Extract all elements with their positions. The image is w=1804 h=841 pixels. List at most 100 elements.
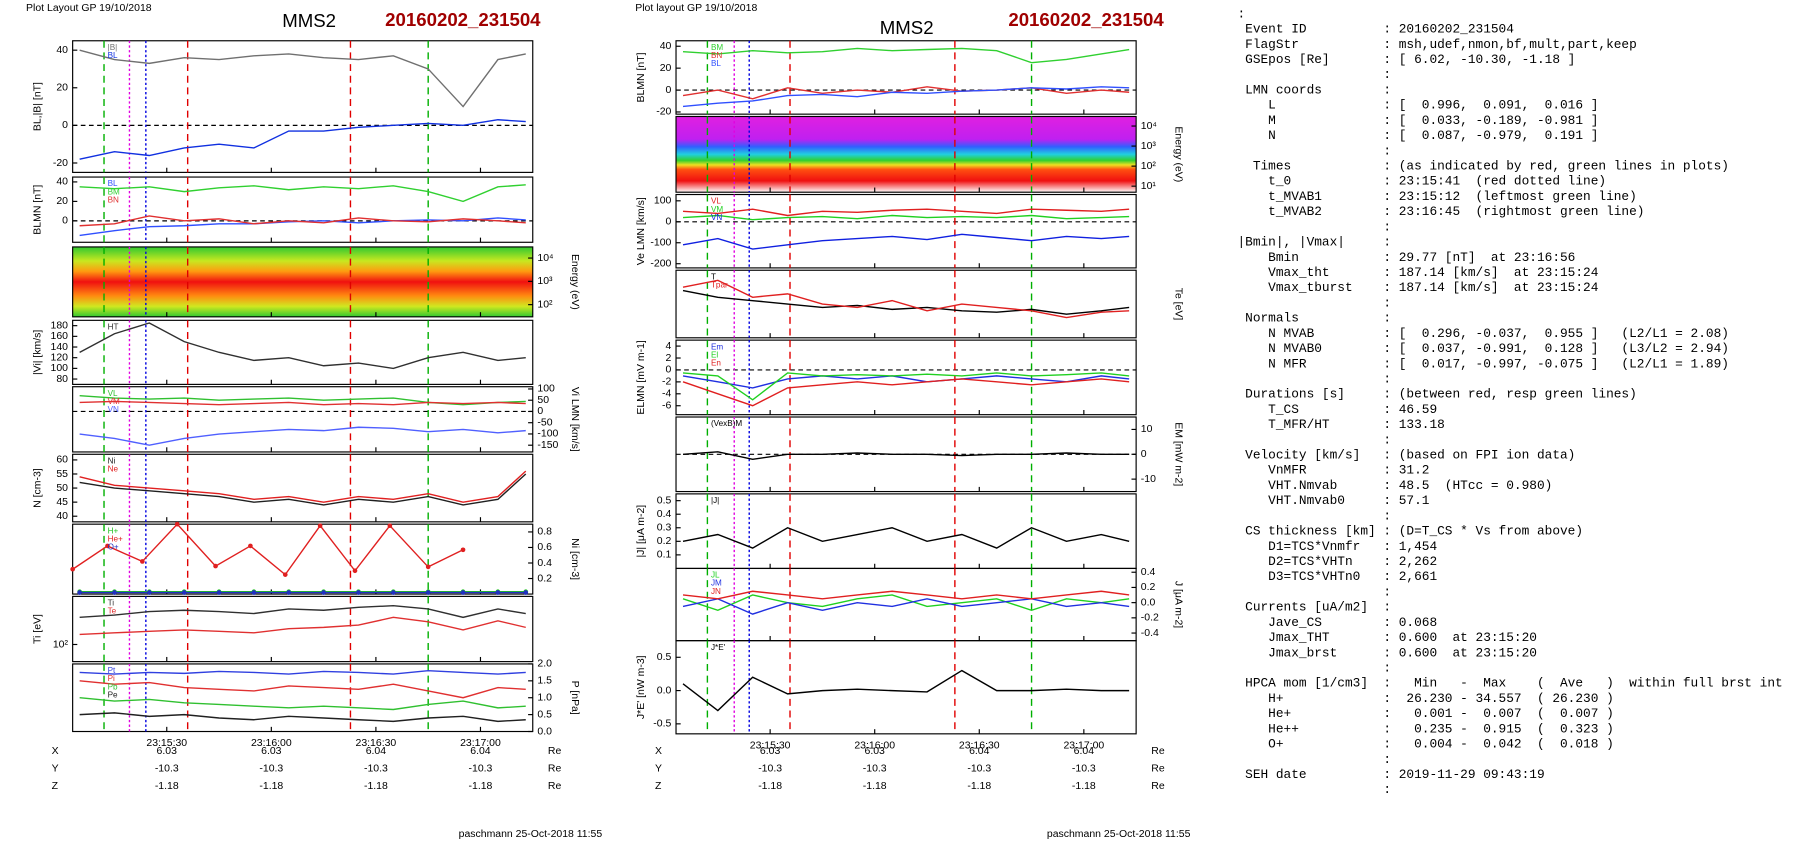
legend-entry: Pb xyxy=(108,682,118,691)
listing-line: FlagStr : msh,udef,nmon,bf,mult,part,kee… xyxy=(1237,37,1636,52)
y-tick-label: 50 xyxy=(537,395,549,406)
y-tick-label: 100 xyxy=(537,384,555,395)
x-tick-label: 23:16:30 xyxy=(959,740,1000,751)
ephemeris-value: -1.18 xyxy=(469,781,493,792)
x-tick-label: 23:16:00 xyxy=(854,740,895,751)
series-line xyxy=(682,289,1130,315)
y-axis-label: J*E' [nW m-3] xyxy=(636,655,647,719)
point xyxy=(425,564,431,570)
series-line xyxy=(682,214,1130,221)
y-axis-label: Energy (eV) xyxy=(1172,126,1183,182)
listing-line: He+ : 0.001 - 0.007 ( 0.007 ) xyxy=(1237,706,1613,721)
plot-header: Plot layout GP 19/10/2018 xyxy=(635,3,757,14)
listing-line: N MVAB0 : [ 0.037, -0.991, 0.128 ] (L3/L… xyxy=(1237,341,1728,356)
point xyxy=(390,590,396,595)
y-tick-label: -150 xyxy=(537,440,558,451)
series-line xyxy=(79,697,526,711)
panel-frame xyxy=(675,269,1137,339)
y-tick-label: 2.0 xyxy=(537,659,552,670)
ephemeris-value: -10.3 xyxy=(469,764,493,775)
y-tick-label: -20 xyxy=(656,107,671,118)
legend-entry: El xyxy=(711,350,718,359)
listing-line: : xyxy=(1237,432,1391,447)
y-tick-label: 10² xyxy=(537,299,553,310)
legend-entry: En xyxy=(711,359,721,368)
y-tick-label: -6 xyxy=(662,400,671,411)
ephemeris-value: -1.18 xyxy=(967,781,991,792)
series-line xyxy=(79,680,526,699)
legend-entry: JN xyxy=(711,587,721,596)
listing-line: H+ : 26.230 - 34.557 ( 26.230 ) xyxy=(1237,691,1613,706)
y-tick-label: 0.5 xyxy=(657,495,672,506)
plot-header: Plot Layout GP 19/10/2018 xyxy=(26,3,152,14)
series-line xyxy=(682,86,1130,108)
series-line xyxy=(79,49,526,108)
y-tick-label: -0.5 xyxy=(653,719,671,730)
series-line xyxy=(682,208,1130,217)
y-tick-label: 0.3 xyxy=(657,523,672,534)
y-tick-label: 10³ xyxy=(537,276,553,287)
legend-entry: VL xyxy=(108,389,118,398)
y-tick-label: 4 xyxy=(666,341,672,352)
point xyxy=(282,572,288,577)
y-tick-label: 0 xyxy=(666,365,672,376)
y-tick-label: 0.5 xyxy=(657,652,672,663)
point xyxy=(216,590,222,595)
legend-entry: Em xyxy=(711,342,723,351)
listing-line: M : [ 0.033, -0.189, -0.981 ] xyxy=(1237,113,1598,128)
series-line xyxy=(682,451,1130,460)
ephemeris-label: Y xyxy=(655,764,662,775)
ephemeris-unit: Re xyxy=(1151,746,1165,757)
listing-line: : xyxy=(1237,584,1391,599)
point xyxy=(77,590,82,595)
legend-entry: Pe xyxy=(108,691,118,700)
panel-frame xyxy=(675,40,1137,115)
event-id: 20160202_231504 xyxy=(1008,9,1164,30)
legend-entry: Te xyxy=(108,607,117,616)
legend-entry: He+ xyxy=(108,534,123,543)
panel-frame xyxy=(72,176,534,243)
y-tick-label: 120 xyxy=(51,352,69,363)
y-axis-label: Ti [eV] xyxy=(32,614,43,644)
y-axis-label: |Vi| [km/s] xyxy=(32,330,43,375)
listing-line: VHT.Nmvab0 : 57.1 xyxy=(1237,493,1429,508)
legend-entry: Ti xyxy=(108,599,115,608)
ephemeris-unit: Re xyxy=(548,781,562,792)
y-tick-label: 0.4 xyxy=(537,558,552,569)
y-tick-label: 20 xyxy=(56,83,68,94)
ephemeris-label: Z xyxy=(655,781,662,792)
listing-line: Durations [s] : (between red, resp green… xyxy=(1237,387,1636,402)
y-tick-label: 20 xyxy=(56,196,68,207)
legend-entry: HT xyxy=(108,322,119,331)
y-tick-label: -50 xyxy=(537,417,552,428)
panel-frame xyxy=(675,193,1137,269)
x-tick-label: 23:17:00 xyxy=(1063,740,1104,751)
listing-line: : xyxy=(1237,67,1391,82)
y-tick-label: 0.2 xyxy=(537,573,552,584)
listing-line: VnMFR : 31.2 xyxy=(1237,463,1429,478)
listing-line: VHT.Nmvab : 48.5 (HTcc = 0.980) xyxy=(1237,478,1552,493)
panel-frame xyxy=(72,319,534,385)
panel-frame xyxy=(72,386,534,453)
y-axis-label: Ve LMN [km/s] xyxy=(636,197,647,265)
listing-line: N MFR : [ 0.017, -0.997, -0.075 ] (L2/L1… xyxy=(1237,356,1728,371)
ephemeris-value: -10.3 xyxy=(259,764,283,775)
y-axis-label: EM [mW m-2] xyxy=(1172,422,1183,486)
series-line xyxy=(79,712,526,723)
y-tick-label: 0.2 xyxy=(1141,582,1156,593)
series-line xyxy=(79,119,526,160)
ephemeris-value: -1.18 xyxy=(155,781,179,792)
point xyxy=(105,543,110,549)
listing-line: Vmax_tburst : 187.14 [km/s] at 23:15:24 xyxy=(1237,280,1598,295)
y-tick-label: 0.1 xyxy=(657,550,672,561)
ephemeris-label: Y xyxy=(52,764,59,775)
legend-entry: Tpar xyxy=(711,281,728,290)
series-line xyxy=(682,378,1130,407)
y-tick-label: 10³ xyxy=(1141,141,1157,152)
legend-entry: T xyxy=(711,272,716,281)
series-line xyxy=(682,598,1130,615)
series-line xyxy=(682,47,1130,64)
ephemeris-value: -10.3 xyxy=(155,764,179,775)
listing-line: t_MVAB1 : 23:15:12 (leftmost green line) xyxy=(1237,189,1636,204)
